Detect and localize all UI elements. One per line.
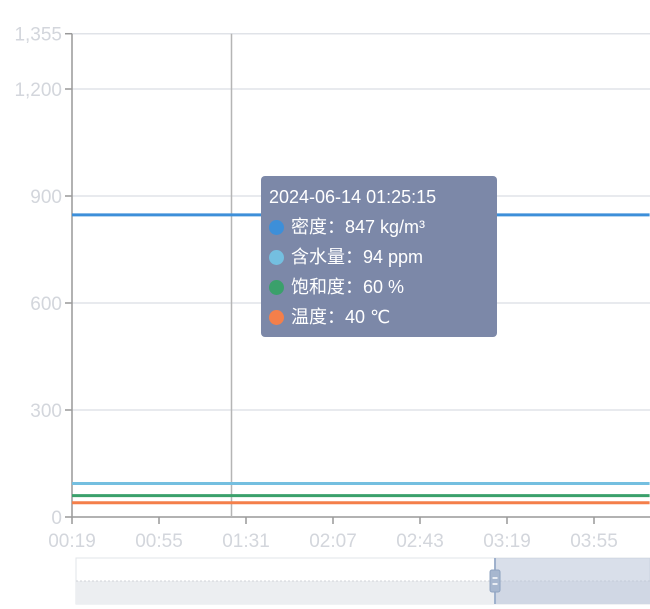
y-tick-label: 300 — [30, 401, 62, 422]
tooltip-title: 2024-06-14 01:25:15 — [269, 187, 437, 207]
y-tick-label: 0 — [51, 508, 62, 529]
tooltip: 2024-06-14 01:25:15 密度：847 kg/m³ 含水量：94 … — [261, 176, 497, 337]
tooltip-row-density: 密度：847 kg/m³ — [269, 212, 489, 242]
x-tick-label: 03:19 — [483, 531, 531, 552]
x-tick-label: 02:07 — [309, 531, 357, 552]
tooltip-saturation: 饱和度：60 % — [291, 277, 405, 297]
tooltip-density: 密度：847 kg/m³ — [291, 217, 426, 237]
water-marker-icon — [269, 249, 284, 265]
y-tick-label: 900 — [30, 187, 62, 208]
datazoom-slider[interactable] — [75, 557, 650, 605]
temperature-marker-icon — [269, 309, 284, 325]
x-tick-label: 02:43 — [396, 531, 444, 552]
tooltip-temperature: 温度：40 ℃ — [291, 307, 391, 327]
y-tick-label: 1,355 — [14, 25, 62, 46]
tooltip-row-temperature: 温度：40 ℃ — [269, 302, 489, 332]
saturation-marker-icon — [269, 279, 284, 295]
x-tick-label: 01:31 — [222, 531, 270, 552]
tooltip-row-saturation: 饱和度：60 % — [269, 272, 489, 302]
datazoom-handle[interactable] — [489, 569, 501, 593]
x-tick-label: 03:55 — [570, 531, 618, 552]
y-tick-label: 1,200 — [14, 80, 62, 101]
y-tick-label: 600 — [30, 294, 62, 315]
datazoom-selection[interactable] — [495, 558, 650, 604]
tooltip-water: 含水量：94 ppm — [291, 247, 424, 267]
tooltip-row-water: 含水量：94 ppm — [269, 242, 489, 272]
x-tick-label: 00:19 — [48, 531, 96, 552]
density-marker-icon — [269, 219, 284, 235]
x-tick-label: 00:55 — [135, 531, 183, 552]
